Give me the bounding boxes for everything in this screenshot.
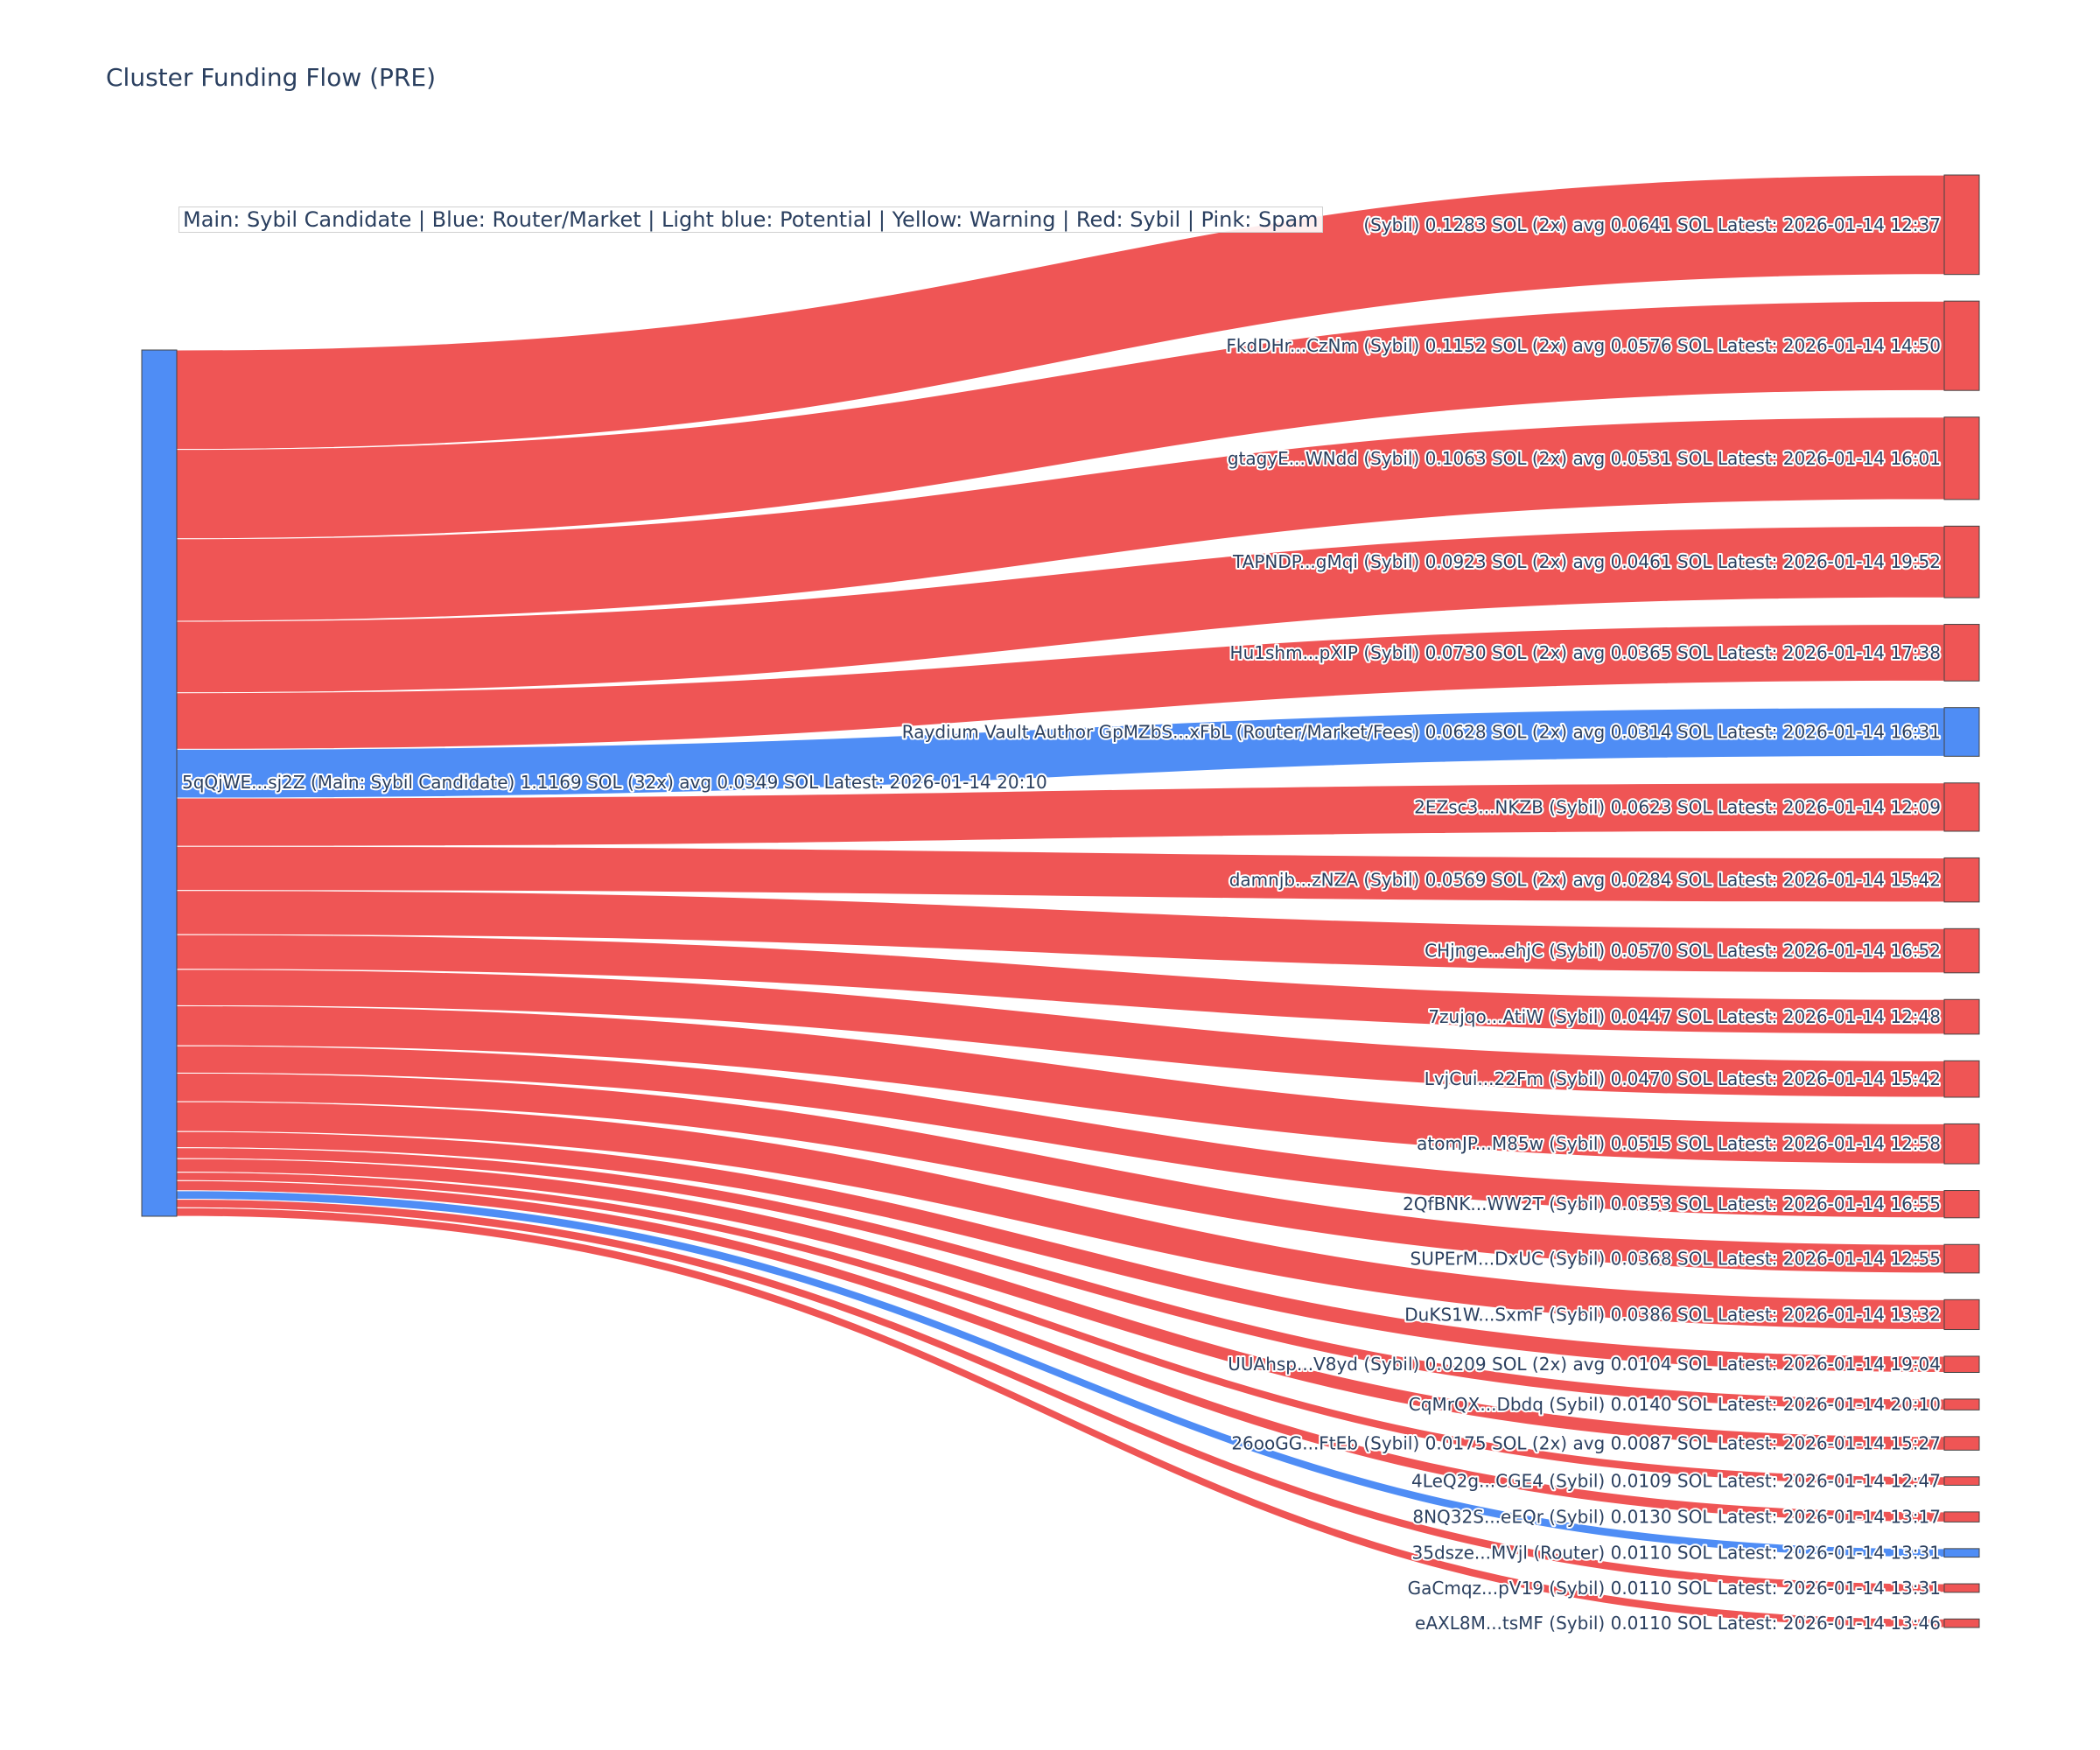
target-node-0[interactable]	[1943, 174, 1980, 276]
target-node-17[interactable]	[1943, 1436, 1980, 1451]
target-label-16: CqMrQX...Dbdq (Sybil) 0.0140 SOL Latest:…	[1409, 1394, 1941, 1415]
color-legend-annotation: Main: Sybil Candidate | Blue: Router/Mar…	[178, 206, 1323, 233]
labels-layer: (Sybil) 0.1283 SOL (2x) avg 0.0641 SOL L…	[180, 213, 1942, 1635]
nodes-layer	[141, 174, 1980, 1628]
target-label-22: eAXL8M...tsMF (Sybil) 0.0110 SOL Latest:…	[1415, 1613, 1941, 1634]
target-label-15: UUAhsp...V8yd (Sybil) 0.0209 SOL (2x) av…	[1228, 1354, 1941, 1375]
source-node[interactable]	[141, 349, 178, 1217]
target-label-7: damnjb...zNZA (Sybil) 0.0569 SOL (2x) av…	[1229, 870, 1941, 891]
target-node-22[interactable]	[1943, 1618, 1980, 1628]
target-node-21[interactable]	[1943, 1583, 1980, 1593]
target-label-0: (Sybil) 0.1283 SOL (2x) avg 0.0641 SOL L…	[1363, 214, 1941, 235]
target-node-19[interactable]	[1943, 1511, 1980, 1522]
target-label-21: GaCmqz...pV19 (Sybil) 0.0110 SOL Latest:…	[1408, 1578, 1941, 1599]
target-node-20[interactable]	[1943, 1548, 1980, 1558]
target-node-3[interactable]	[1943, 525, 1980, 598]
target-label-3: TAPNDP...gMqi (Sybil) 0.0923 SOL (2x) av…	[1232, 551, 1941, 572]
target-label-20: 35dsze...MVjl (Router) 0.0110 SOL Latest…	[1412, 1543, 1942, 1564]
target-node-18[interactable]	[1943, 1476, 1980, 1486]
target-label-12: 2QfBNK...WW2T (Sybil) 0.0353 SOL Latest:…	[1403, 1194, 1941, 1214]
target-node-15[interactable]	[1943, 1355, 1980, 1373]
target-node-5[interactable]	[1943, 707, 1980, 757]
target-label-18: 4LeQ2g...CGE4 (Sybil) 0.0109 SOL Latest:…	[1411, 1471, 1941, 1492]
target-label-5: Raydium Vault Author GpMZbS...xFbL (Rout…	[902, 722, 1941, 743]
target-node-4[interactable]	[1943, 624, 1980, 682]
target-label-6: 2EZsc3...NKZB (Sybil) 0.0623 SOL Latest:…	[1414, 796, 1941, 817]
target-node-10[interactable]	[1943, 1060, 1980, 1098]
target-label-14: DuKS1W...SxmF (Sybil) 0.0386 SOL Latest:…	[1404, 1304, 1941, 1325]
target-node-13[interactable]	[1943, 1243, 1980, 1274]
target-node-2[interactable]	[1943, 416, 1980, 500]
target-label-4: Hu1shm...pXIP (Sybil) 0.0730 SOL (2x) av…	[1230, 642, 1941, 663]
target-node-7[interactable]	[1943, 857, 1980, 903]
target-node-8[interactable]	[1943, 928, 1980, 974]
target-node-11[interactable]	[1943, 1123, 1980, 1165]
target-node-1[interactable]	[1943, 300, 1980, 391]
target-label-11: atomJP...M85w (Sybil) 0.0515 SOL Latest:…	[1417, 1133, 1941, 1154]
target-node-14[interactable]	[1943, 1298, 1980, 1331]
target-label-13: SUPErM...DxUC (Sybil) 0.0368 SOL Latest:…	[1410, 1249, 1941, 1270]
source-label: 5qQjWE...sj2Z (Main: Sybil Candidate) 1.…	[182, 772, 1047, 793]
chart-title: Cluster Funding Flow (PRE)	[106, 63, 437, 92]
target-label-9: 7zujqo...AtiW (Sybil) 0.0447 SOL Latest:…	[1428, 1006, 1941, 1027]
target-node-6[interactable]	[1943, 782, 1980, 832]
target-label-19: 8NQ32S...eEQr (Sybil) 0.0130 SOL Latest:…	[1412, 1507, 1941, 1528]
target-node-12[interactable]	[1943, 1190, 1980, 1219]
target-label-10: LvjCui...22Fm (Sybil) 0.0470 SOL Latest:…	[1424, 1068, 1941, 1089]
target-node-16[interactable]	[1943, 1398, 1980, 1410]
target-label-1: FkdDHr...CzNm (Sybil) 0.1152 SOL (2x) av…	[1226, 335, 1941, 356]
target-label-17: 26ooGG...FtEb (Sybil) 0.0175 SOL (2x) av…	[1231, 1433, 1941, 1454]
target-label-2: gtagyE...WNdd (Sybil) 0.1063 SOL (2x) av…	[1228, 448, 1941, 469]
links-layer	[176, 174, 1945, 1628]
target-node-9[interactable]	[1943, 998, 1980, 1035]
flow-link-22[interactable]	[176, 1207, 1945, 1628]
target-label-8: CHjnge...ehjC (Sybil) 0.0570 SOL Latest:…	[1424, 941, 1941, 962]
